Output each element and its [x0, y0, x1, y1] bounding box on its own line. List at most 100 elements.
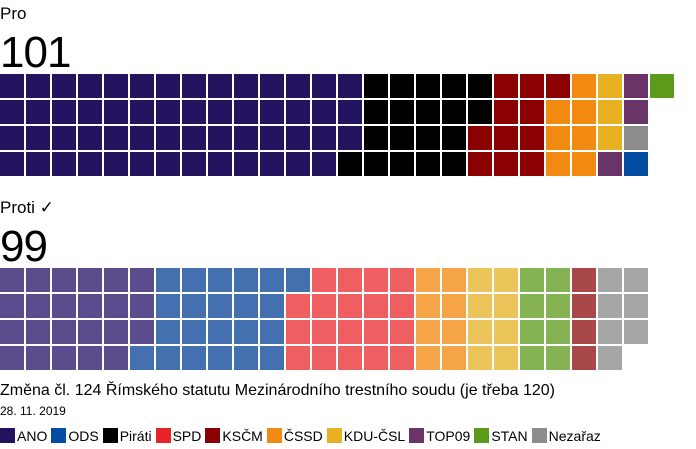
waffle-cell	[468, 100, 492, 124]
waffle-cell	[468, 268, 492, 292]
waffle-cell	[338, 74, 362, 98]
waffle-cell	[390, 268, 414, 292]
waffle-cell	[390, 100, 414, 124]
waffle-cell	[442, 294, 466, 318]
waffle-cell	[182, 346, 206, 370]
waffle-cell	[624, 74, 648, 98]
waffle-cell	[52, 346, 76, 370]
waffle-cell	[0, 152, 24, 176]
waffle-cell	[234, 126, 258, 150]
legend-label: ODS	[68, 427, 99, 444]
waffle-cell	[182, 294, 206, 318]
waffle-cell	[442, 126, 466, 150]
waffle-cell	[234, 100, 258, 124]
waffle-cell	[130, 294, 154, 318]
waffle-cell	[442, 100, 466, 124]
waffle-cell	[208, 320, 232, 344]
waffle-cell	[546, 152, 570, 176]
waffle-cell	[520, 100, 544, 124]
legend-label: ČSSD	[283, 427, 323, 444]
waffle-cell	[208, 126, 232, 150]
waffle-cell	[130, 74, 154, 98]
waffle-cell	[52, 320, 76, 344]
legend-swatch	[409, 428, 425, 443]
waffle-cell	[208, 294, 232, 318]
waffle-cell	[416, 320, 440, 344]
waffle-cell	[390, 346, 414, 370]
waffle-cell	[390, 320, 414, 344]
waffle-cell	[338, 320, 362, 344]
waffle-cell	[234, 294, 258, 318]
waffle-cell	[494, 320, 518, 344]
waffle-cell	[52, 126, 76, 150]
waffle-cell	[0, 268, 24, 292]
vote-date: 28. 11. 2019	[0, 404, 66, 418]
waffle-cell	[0, 74, 24, 98]
legend-swatch	[51, 428, 67, 443]
waffle-cell	[260, 100, 284, 124]
waffle-for	[0, 74, 680, 176]
waffle-cell	[0, 100, 24, 124]
waffle-cell	[598, 74, 622, 98]
waffle-cell	[338, 346, 362, 370]
waffle-cell	[624, 268, 648, 292]
waffle-cell	[130, 268, 154, 292]
waffle-cell	[442, 346, 466, 370]
waffle-cell	[598, 346, 622, 370]
waffle-cell	[416, 126, 440, 150]
waffle-cell	[494, 100, 518, 124]
waffle-cell	[390, 74, 414, 98]
waffle-cell	[260, 268, 284, 292]
waffle-cell	[624, 294, 648, 318]
waffle-cell	[338, 268, 362, 292]
waffle-cell	[156, 100, 180, 124]
waffle-cell	[520, 126, 544, 150]
legend-swatch	[205, 428, 221, 443]
waffle-cell	[520, 152, 544, 176]
waffle-cell	[182, 100, 206, 124]
waffle-cell	[416, 346, 440, 370]
legend-swatch	[326, 428, 342, 443]
waffle-cell	[312, 74, 336, 98]
legend-item: KSČM	[205, 428, 263, 443]
waffle-cell	[520, 294, 544, 318]
waffle-cell	[364, 74, 388, 98]
legend-swatch	[102, 428, 118, 443]
waffle-cell	[78, 294, 102, 318]
waffle-cell	[156, 126, 180, 150]
waffle-cell	[338, 100, 362, 124]
waffle-cell	[78, 320, 102, 344]
waffle-cell	[26, 346, 50, 370]
waffle-cell	[78, 152, 102, 176]
waffle-cell	[572, 100, 596, 124]
legend-item: ODS	[51, 427, 99, 444]
waffle-cell	[130, 126, 154, 150]
waffle-cell	[208, 100, 232, 124]
waffle-cell	[572, 320, 596, 344]
waffle-cell	[312, 346, 336, 370]
waffle-cell	[598, 320, 622, 344]
waffle-cell	[156, 152, 180, 176]
waffle-cell	[260, 126, 284, 150]
waffle-cell	[78, 346, 102, 370]
legend-label: Nezařaz	[548, 427, 601, 444]
waffle-cell	[390, 152, 414, 176]
waffle-cell	[494, 346, 518, 370]
waffle-cell	[208, 152, 232, 176]
waffle-cell	[182, 320, 206, 344]
waffle-cell	[416, 74, 440, 98]
waffle-cell	[104, 320, 128, 344]
for-label: Pro	[0, 4, 27, 23]
waffle-cell	[260, 152, 284, 176]
waffle-cell	[182, 74, 206, 98]
waffle-cell	[468, 320, 492, 344]
waffle-cell	[260, 294, 284, 318]
waffle-cell	[0, 294, 24, 318]
waffle-cell	[286, 152, 310, 176]
legend-swatch	[474, 428, 490, 443]
waffle-cell	[650, 74, 674, 98]
waffle-cell	[286, 268, 310, 292]
waffle-cell	[182, 152, 206, 176]
waffle-cell	[312, 320, 336, 344]
waffle-cell	[208, 346, 232, 370]
